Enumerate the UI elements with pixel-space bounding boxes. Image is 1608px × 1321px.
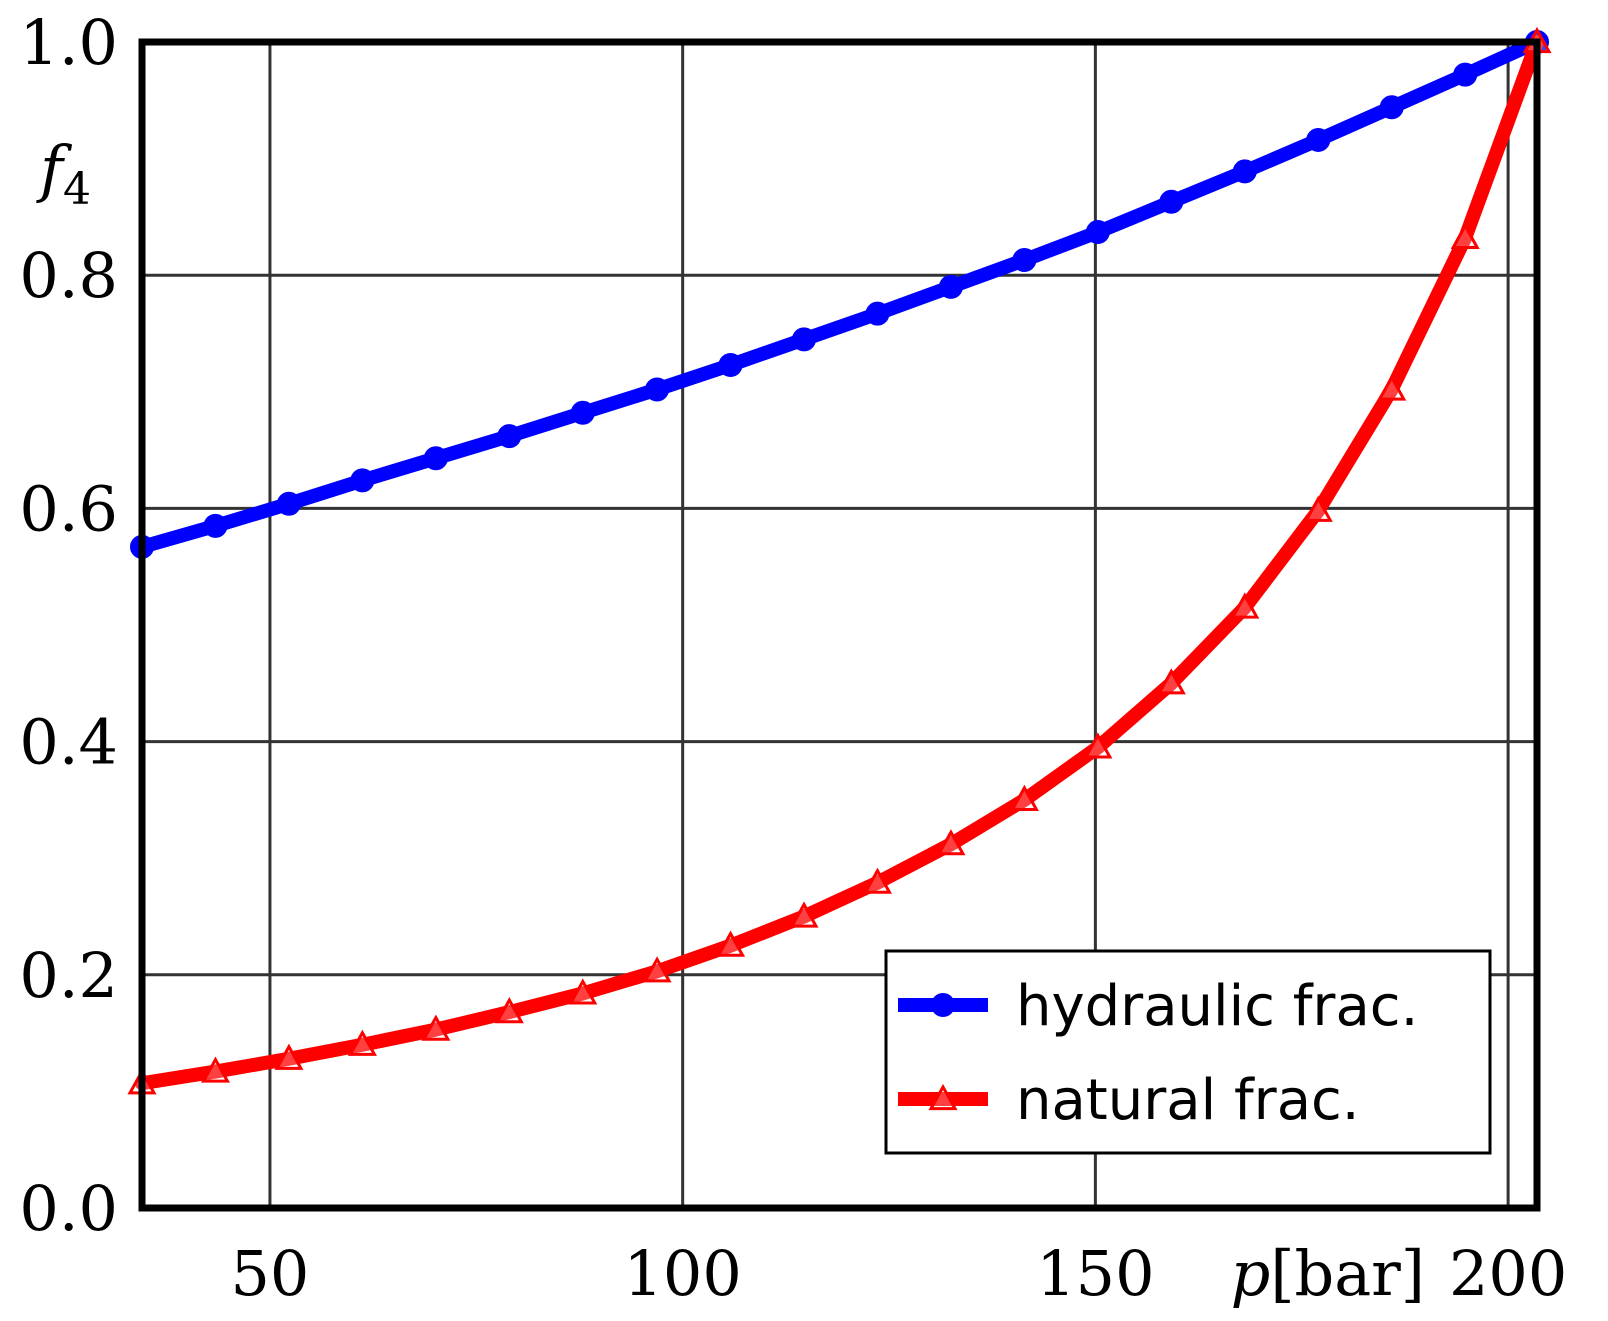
data-point <box>645 377 670 402</box>
data-point <box>865 301 890 326</box>
data-point <box>936 829 966 856</box>
data-point <box>1012 248 1037 273</box>
y-tick-label: 0.2 <box>19 939 118 1012</box>
data-point <box>1306 127 1331 152</box>
plot-frame <box>138 38 1541 1212</box>
y-tick-label: 0.4 <box>19 706 118 779</box>
series-line <box>135 35 1544 554</box>
data-point <box>1085 220 1110 245</box>
data-point <box>568 978 598 1005</box>
data-point <box>350 468 375 493</box>
data-point <box>1377 374 1407 401</box>
x-tick-label: 50 <box>230 1237 309 1310</box>
data-point <box>931 993 955 1017</box>
legend-entry: natural frac. <box>898 1068 1360 1133</box>
x-tick-label: 150 <box>1036 1237 1154 1310</box>
data-point <box>1009 784 1039 811</box>
data-point <box>862 867 893 894</box>
legend-label: hydraulic frac. <box>1016 974 1418 1039</box>
data-point <box>1450 222 1480 249</box>
y-tick-label: 0.0 <box>19 1172 118 1245</box>
legend-entry: hydraulic frac. <box>898 974 1418 1039</box>
data-point <box>1232 159 1257 184</box>
series-natural <box>127 26 1552 1095</box>
data-point <box>642 956 672 983</box>
x-tick-label: 100 <box>623 1237 741 1310</box>
data-point <box>423 446 448 471</box>
data-point <box>718 352 743 377</box>
data-point <box>497 424 522 449</box>
data-point <box>276 491 301 516</box>
data-point <box>1083 732 1113 759</box>
legend-box <box>884 949 1492 1155</box>
data-point <box>792 327 817 352</box>
y-tick-label: 0.8 <box>19 239 118 312</box>
data-point <box>928 1083 958 1111</box>
data-point <box>1230 592 1260 619</box>
data-point <box>1159 189 1184 214</box>
data-point <box>274 1043 304 1070</box>
data-point <box>789 901 819 928</box>
data-point <box>938 274 963 299</box>
series-line <box>135 35 1544 1091</box>
legend-label: natural frac. <box>1016 1068 1360 1133</box>
y-axis-label: f4 <box>36 132 91 215</box>
x-tick-label: 200 <box>1449 1237 1567 1310</box>
y-tick-label: 1.0 <box>19 6 118 79</box>
legend: hydraulic frac. natural frac. <box>884 949 1492 1155</box>
data-point <box>715 930 746 957</box>
data-point <box>200 1056 231 1083</box>
data-point <box>1303 495 1333 522</box>
series-layer <box>127 26 1552 1095</box>
data-point <box>1156 668 1186 695</box>
data-point <box>421 1014 451 1041</box>
x-axis-label: p[bar] <box>1231 1237 1425 1310</box>
data-point <box>203 513 228 538</box>
data-point <box>1379 95 1404 120</box>
data-point <box>570 400 595 425</box>
data-point <box>347 1029 377 1056</box>
tick-labels: 50 100 150 200 0.0 0.2 0.4 0.6 0.8 1.0 <box>19 6 1567 1310</box>
y-tick-label: 0.6 <box>19 472 118 545</box>
data-point <box>494 997 524 1024</box>
data-point <box>1453 62 1478 87</box>
